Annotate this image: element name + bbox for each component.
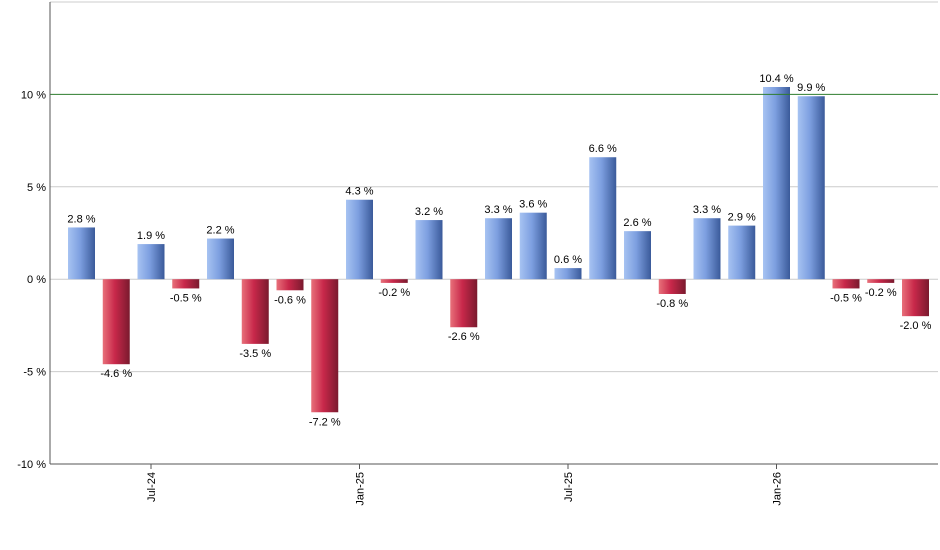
- data-label: -0.6 %: [274, 294, 306, 306]
- x-tick-label: Jan-25: [355, 472, 367, 506]
- data-label: 9.9 %: [797, 82, 825, 94]
- data-label: 3.2 %: [415, 206, 443, 218]
- bar-mar-26: [832, 279, 860, 289]
- bar-jan-26: [763, 87, 790, 280]
- bar-may-24: [68, 227, 95, 280]
- data-label: 4.3 %: [345, 186, 373, 198]
- data-label: 3.3 %: [693, 204, 721, 216]
- y-tick-label: 10 %: [21, 89, 46, 101]
- data-label: 2.6 %: [623, 217, 651, 229]
- data-label: 1.9 %: [137, 230, 165, 242]
- data-label: 2.9 %: [728, 212, 756, 224]
- data-label: -4.6 %: [100, 368, 132, 380]
- data-label: 10.4 %: [759, 73, 793, 85]
- data-label: 3.3 %: [484, 204, 512, 216]
- data-label: -0.2 %: [865, 287, 897, 299]
- bar-jul-25: [554, 268, 582, 280]
- bars: [68, 87, 929, 413]
- axes: -10 % -5 % 0 % 5 % 10 % Jul-24 Jan-25 Jul-25 Jan…: [17, 2, 938, 506]
- data-label: -0.8 %: [656, 298, 688, 310]
- data-label: 2.8 %: [67, 213, 95, 225]
- data-label: -0.5 %: [830, 292, 862, 304]
- bar-dec-25: [728, 225, 756, 280]
- bar-apr-25: [450, 279, 478, 328]
- bar-jul-24: [137, 244, 165, 280]
- data-label: 0.6 %: [554, 254, 582, 266]
- bar-oct-25: [658, 279, 686, 294]
- data-label: -2.0 %: [900, 320, 932, 332]
- y-tick-label: 0 %: [27, 274, 46, 286]
- bar-apr-26: [867, 279, 895, 283]
- x-tick-label: Jul-24: [146, 472, 158, 502]
- bar-nov-24: [276, 279, 304, 291]
- data-label: 6.6 %: [589, 143, 617, 155]
- data-label: -7.2 %: [309, 416, 341, 428]
- bar-sep-25: [624, 231, 651, 280]
- bar-may-25: [485, 218, 512, 280]
- y-tick-label: -5 %: [23, 367, 46, 379]
- data-label: 3.6 %: [519, 199, 547, 211]
- data-label: -2.6 %: [448, 331, 480, 343]
- data-label: -0.5 %: [170, 292, 202, 304]
- bar-oct-24: [241, 279, 269, 344]
- data-labels: 2.8 % -4.6 % 1.9 % -0.5 % 2.2 % -3.5 % -0.6 % -…: [67, 73, 931, 428]
- bar-feb-26: [797, 96, 825, 280]
- bar-jun-24: [102, 279, 130, 365]
- bar-nov-25: [693, 218, 721, 280]
- bar-aug-25: [589, 157, 617, 280]
- bar-feb-25: [380, 279, 408, 283]
- y-tick-label: -10 %: [17, 459, 46, 471]
- bar-may-26: [902, 279, 929, 317]
- x-tick-label: Jul-25: [563, 472, 575, 502]
- bar-aug-24: [172, 279, 200, 289]
- data-label: -0.2 %: [378, 287, 410, 299]
- y-tick-label: 5 %: [27, 182, 46, 194]
- bar-sep-24: [207, 238, 234, 280]
- bar-jun-25: [519, 212, 547, 280]
- bar-jan-25: [346, 199, 373, 280]
- x-tick-label: Jan-26: [772, 472, 784, 506]
- bar-mar-25: [415, 220, 443, 280]
- bar-dec-24: [311, 279, 339, 413]
- data-label: -3.5 %: [239, 348, 271, 360]
- data-label: 2.2 %: [206, 225, 234, 237]
